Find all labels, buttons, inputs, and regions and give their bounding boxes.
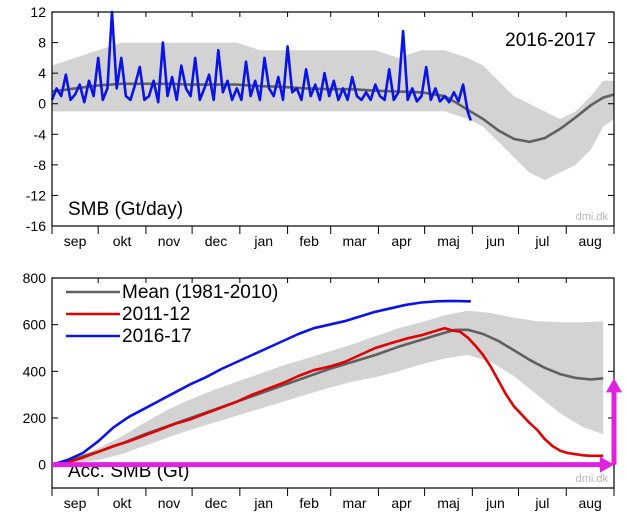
x-tick-label: jul — [534, 495, 549, 511]
y-tick-label: 8 — [38, 35, 46, 51]
y-tick-label: -16 — [26, 218, 46, 234]
x-tick-label: maj — [437, 233, 460, 249]
variability-band — [52, 310, 604, 465]
legend-entry: 2011-12 — [122, 304, 190, 325]
x-tick-label: apr — [391, 233, 412, 249]
x-tick-label: nov — [158, 233, 181, 249]
watermark: dmi.dk — [576, 211, 609, 223]
accumulated-smb-panel: 0 200 400 600 800 sep okt nov dec jan feb mar apr maj… — [23, 270, 622, 511]
series-line-2016-17 — [51, 299, 471, 466]
annotation-arrow-head — [600, 456, 614, 473]
x-tick-label: jun — [485, 233, 505, 249]
y-tick-label: 200 — [23, 410, 47, 426]
x-tick-label: mar — [342, 233, 366, 249]
plot-frame — [51, 11, 615, 227]
watermark: dmi.dk — [576, 473, 609, 485]
x-tick-label: jun — [485, 495, 505, 511]
y-tick-label: 800 — [23, 270, 47, 286]
y-tick-label: -12 — [26, 187, 46, 203]
x-tick-label: jul — [534, 233, 549, 249]
x-tick-label: dec — [205, 233, 228, 249]
x-tick-label: sep — [64, 233, 87, 249]
x-tick-label: apr — [391, 495, 412, 511]
x-tick-label: jan — [253, 233, 273, 249]
y-tick-label: -4 — [34, 126, 47, 142]
y-axis-label: SMB (Gt/day) — [68, 199, 183, 220]
y-tick-label: 600 — [23, 317, 47, 333]
x-tick-label: feb — [299, 495, 319, 511]
x-tick-label: mar — [342, 495, 366, 511]
series-line-2011-12 — [51, 326, 604, 466]
x-tick-label: okt — [113, 495, 132, 511]
annotation-arrow-head — [606, 378, 622, 393]
y-tick-label: 0 — [38, 96, 46, 112]
chart-title: 2016-2017 — [505, 30, 596, 51]
y-tick-label: 4 — [38, 65, 46, 81]
x-tick-label: okt — [113, 233, 132, 249]
legend-entry: Mean (1981-2010) — [122, 282, 278, 303]
x-tick-label: dec — [205, 495, 228, 511]
y-tick-label: -8 — [34, 157, 47, 173]
series-line-2016-17 — [50, 10, 473, 121]
x-tick-label: aug — [578, 495, 601, 511]
y-tick-label: 400 — [23, 363, 47, 379]
variability-band — [52, 42, 614, 181]
y-tick-label: 0 — [38, 457, 46, 473]
x-tick-label: feb — [299, 233, 319, 249]
y-tick-label: 12 — [30, 4, 46, 20]
x-tick-label: jan — [253, 495, 273, 511]
x-tick-label: nov — [158, 495, 181, 511]
x-tick-label: aug — [578, 233, 601, 249]
x-tick-label: sep — [64, 495, 87, 511]
daily-smb-panel: -16 -12 -8 -4 0 4 8 12 sep okt nov dec jan feb mar apr m… — [26, 4, 615, 249]
x-tick-label: maj — [437, 495, 460, 511]
legend-entry: 2016-17 — [122, 326, 192, 347]
